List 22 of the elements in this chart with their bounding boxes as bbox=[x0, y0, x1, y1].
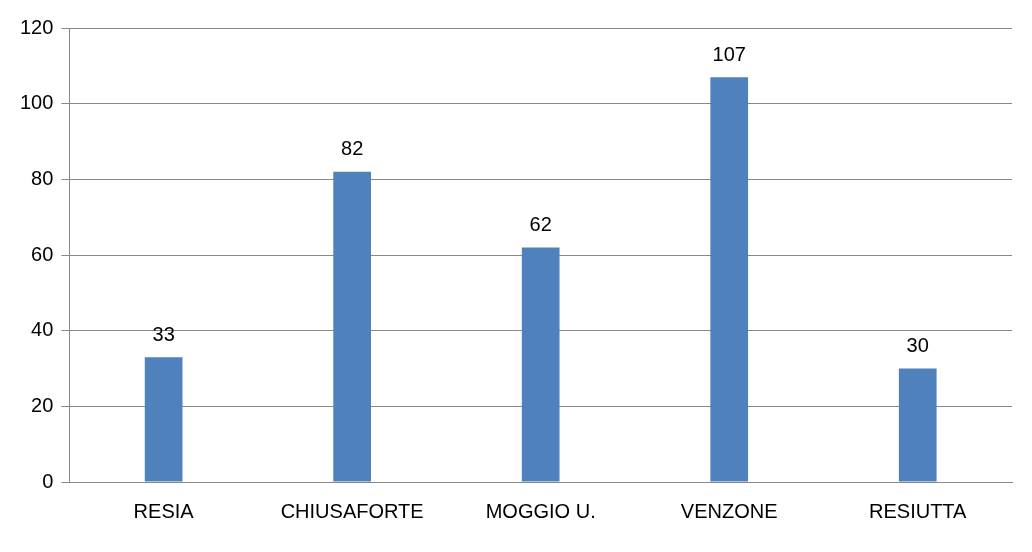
data-label: 33 bbox=[152, 322, 175, 345]
y-tick-label: 0 bbox=[42, 469, 54, 492]
bar bbox=[144, 357, 183, 482]
x-tick-label: MOGGIO U. bbox=[485, 499, 596, 522]
x-tick-label: RESIA bbox=[133, 499, 195, 522]
y-tick-label: 100 bbox=[19, 91, 54, 114]
y-tick-label: 80 bbox=[31, 166, 54, 189]
data-label: 82 bbox=[341, 137, 364, 160]
bar bbox=[898, 368, 937, 482]
x-tick-label: RESIUTTA bbox=[869, 499, 968, 522]
bar bbox=[521, 247, 560, 482]
data-label: 107 bbox=[712, 42, 746, 65]
data-label: 62 bbox=[529, 212, 552, 235]
data-label: 30 bbox=[906, 334, 929, 357]
x-tick-label: CHIUSAFORTE bbox=[280, 499, 424, 522]
y-tick-label: 40 bbox=[31, 318, 54, 341]
bar bbox=[333, 171, 372, 482]
x-tick-label: VENZONE bbox=[680, 499, 778, 522]
y-tick-label: 60 bbox=[31, 242, 54, 265]
y-tick-label: 20 bbox=[31, 393, 54, 416]
y-tick-label: 120 bbox=[19, 15, 54, 38]
bar bbox=[710, 77, 749, 482]
